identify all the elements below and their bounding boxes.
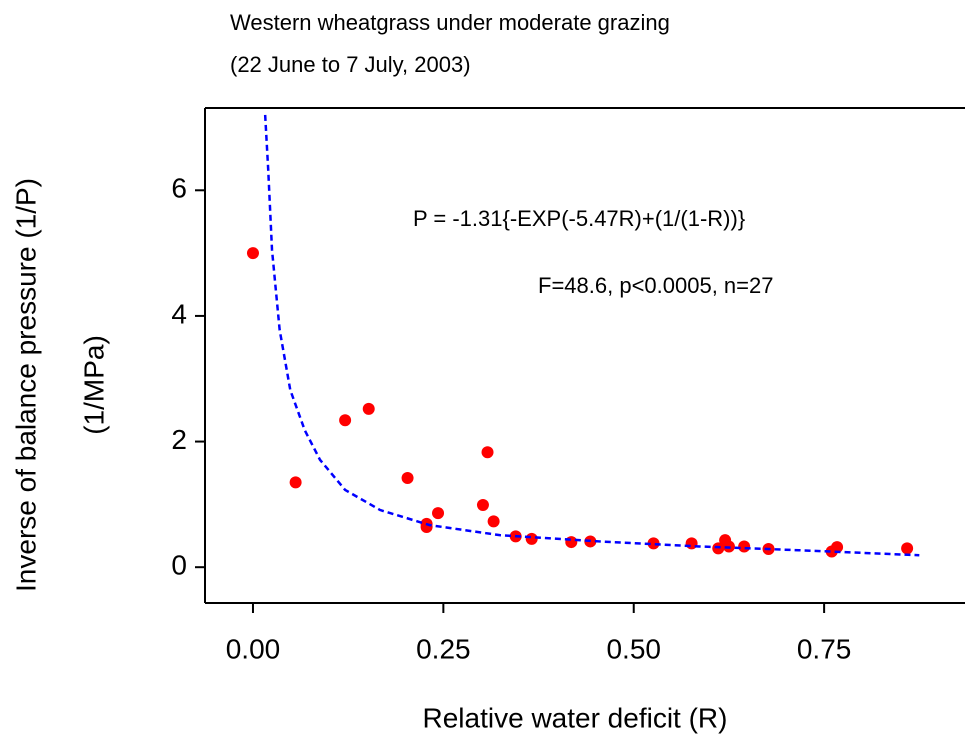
data-point: [476, 499, 489, 512]
chart-subtitle: (22 June to 7 July, 2003): [230, 52, 471, 77]
x-tick-label: 0.00: [226, 633, 281, 664]
data-point: [481, 446, 494, 459]
x-tick-label: 0.25: [416, 633, 471, 664]
data-point: [289, 476, 302, 489]
x-tick-label: 0.75: [797, 633, 852, 664]
x-axis-label: Relative water deficit (R): [423, 702, 728, 733]
y-tick-label: 2: [171, 424, 187, 455]
y-axis-label: (1/MPa): [78, 335, 109, 435]
chart-title: Western wheatgrass under moderate grazin…: [230, 10, 670, 35]
data-point: [525, 532, 538, 545]
data-point: [647, 537, 660, 550]
data-point: [339, 414, 352, 427]
x-tick-label: 0.50: [606, 633, 661, 664]
data-point: [420, 520, 433, 533]
y-tick-label: 4: [171, 298, 187, 329]
data-point: [487, 515, 500, 528]
data-point: [831, 541, 844, 554]
data-point: [432, 507, 445, 520]
fit-curve: [263, 114, 920, 557]
data-point: [901, 542, 914, 555]
annotation: P = -1.31{-EXP(-5.47R)+(1/(1-R))}: [413, 206, 745, 231]
annotation: F=48.6, p<0.0005, n=27: [538, 273, 773, 298]
y-tick-label: 6: [171, 173, 187, 204]
data-point: [362, 402, 375, 415]
data-point: [565, 536, 578, 549]
y-tick-label: 0: [171, 550, 187, 581]
data-point: [738, 540, 751, 553]
y-axis-label: Inverse of balance pressure (1/P): [10, 178, 41, 592]
data-point: [401, 471, 414, 484]
data-point: [246, 247, 259, 260]
